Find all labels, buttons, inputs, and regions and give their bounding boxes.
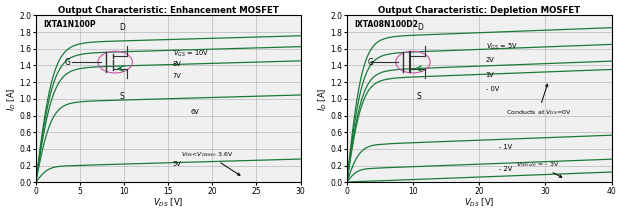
Text: - 2V: - 2V <box>499 166 513 172</box>
Text: S: S <box>119 92 124 101</box>
Text: D: D <box>119 23 125 32</box>
Text: Conducts at $V_{GS}$=0V: Conducts at $V_{GS}$=0V <box>506 84 571 117</box>
Text: $V_{GS}$ = 10V: $V_{GS}$ = 10V <box>172 49 208 59</box>
Text: IXTA1N100P: IXTA1N100P <box>44 20 96 29</box>
Text: $V_{GS(off)}$ = - 3V: $V_{GS(off)}$ = - 3V <box>516 160 562 177</box>
Title: Output Characteristic: Enhancement MOSFET: Output Characteristic: Enhancement MOSFE… <box>58 6 279 15</box>
Text: G: G <box>368 58 373 67</box>
Text: 7V: 7V <box>172 73 182 79</box>
X-axis label: $V_{DS}$ [V]: $V_{DS}$ [V] <box>464 197 494 209</box>
Text: IXTA08N100D2: IXTA08N100D2 <box>355 20 419 29</box>
Text: S: S <box>417 92 422 101</box>
Text: 1V: 1V <box>486 72 494 78</box>
Title: Output Characteristic: Depletion MOSFET: Output Characteristic: Depletion MOSFET <box>378 6 580 15</box>
Text: - 0V: - 0V <box>486 86 499 92</box>
Text: 2V: 2V <box>486 57 494 63</box>
Text: D: D <box>417 23 423 32</box>
X-axis label: $V_{DS}$ [V]: $V_{DS}$ [V] <box>153 197 183 209</box>
Y-axis label: $I_D$ [A]: $I_D$ [A] <box>317 87 329 111</box>
Text: - 1V: - 1V <box>499 144 512 150</box>
Y-axis label: $I_D$ [A]: $I_D$ [A] <box>6 87 18 111</box>
Text: G: G <box>64 58 70 67</box>
Text: 8V: 8V <box>172 61 182 67</box>
Text: $V_{GS}$ = 5V: $V_{GS}$ = 5V <box>486 42 518 52</box>
Text: $V_{GS}$<$V_{GS(th)}$ 3.6V: $V_{GS}$<$V_{GS(th)}$ 3.6V <box>182 150 240 175</box>
Text: 6V: 6V <box>190 109 199 115</box>
Text: 5V: 5V <box>172 161 182 167</box>
